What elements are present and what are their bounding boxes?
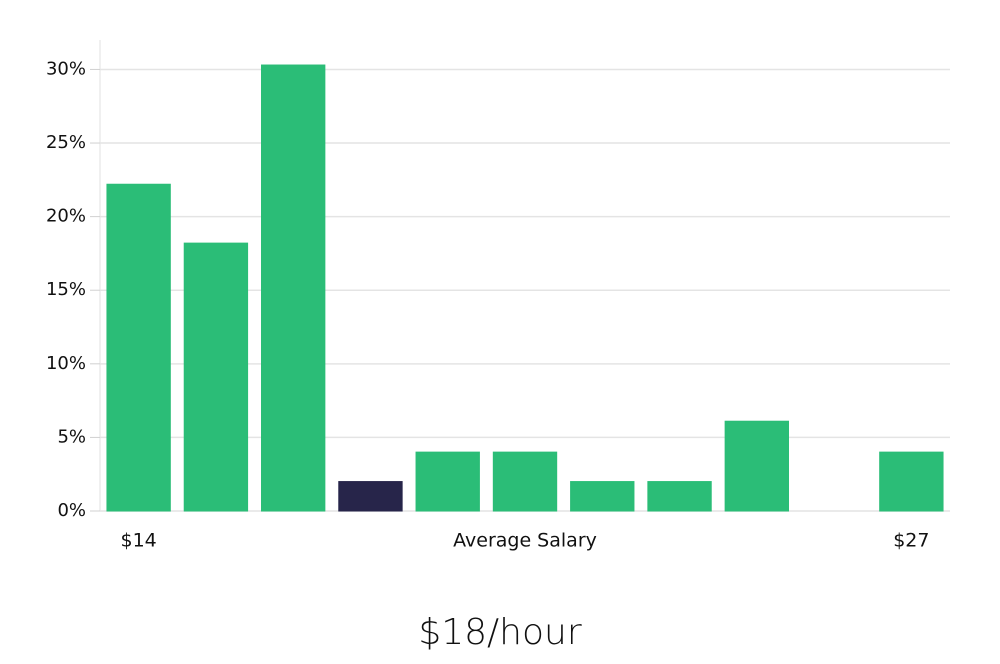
- y-tick-label: 0%: [57, 500, 86, 521]
- x-tick-label: $27: [893, 530, 929, 552]
- y-tick-label: 15%: [46, 279, 86, 300]
- bar: [879, 451, 944, 512]
- bar: [183, 242, 249, 512]
- bar: [338, 481, 403, 512]
- x-axis-label: Average Salary: [453, 530, 597, 552]
- y-tick-label: 10%: [46, 353, 86, 374]
- y-tick-label: 25%: [46, 132, 86, 153]
- y-tick-label: 20%: [46, 206, 86, 227]
- bar: [492, 451, 558, 512]
- bar: [724, 420, 789, 512]
- bar: [570, 481, 635, 512]
- bar: [106, 183, 171, 512]
- y-tick-label: 30%: [46, 58, 86, 79]
- bar: [261, 64, 326, 512]
- x-tick-label: $14: [121, 530, 157, 552]
- y-tick-label: 5%: [57, 426, 86, 447]
- bar: [647, 481, 712, 512]
- chart-subtitle: $18/hour: [418, 612, 582, 653]
- bar: [415, 451, 480, 512]
